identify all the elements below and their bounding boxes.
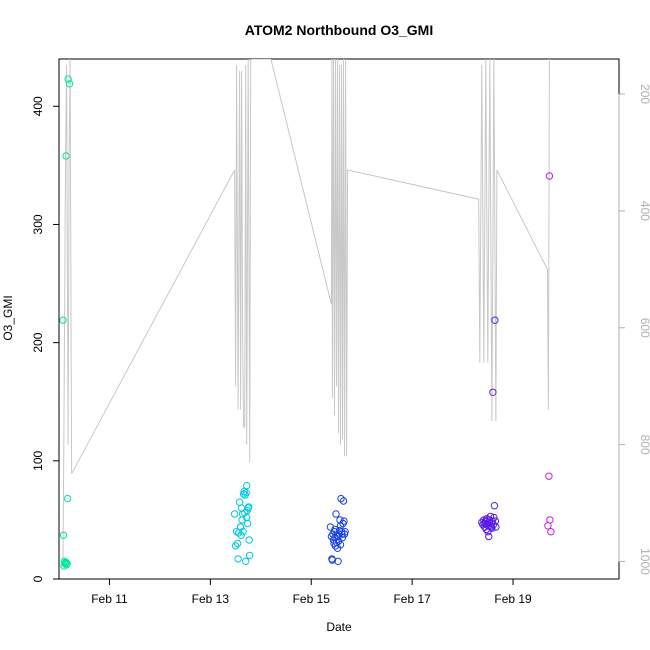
y-tick-label: 400 [31,96,45,116]
data-point-s1-19 [243,481,251,490]
data-point-s2-10 [332,510,340,518]
data-point-s4-4 [547,528,555,536]
data-point-s3-27 [484,516,492,524]
data-point-s3-25 [492,523,500,531]
data-point-s2-29 [331,525,339,534]
data-point-s3-23 [491,316,499,324]
data-point-s4-1 [545,472,553,480]
y-tick-label: 100 [31,450,45,470]
right-tick-label: 1000 [638,548,650,575]
left-axis: 0 100 200 300 400 [31,96,60,582]
data-point-s2-26 [340,517,348,525]
data-point-s0-0 [59,316,67,324]
y-tick-label: 300 [31,214,45,234]
data-point-s1-0 [230,510,239,518]
data-point-s1-17 [242,557,250,565]
data-point-s2-31 [336,522,345,530]
data-point-s2-30 [334,532,342,541]
right-tick-label: 200 [638,84,650,104]
data-point-s2-0 [326,523,335,531]
x-tick-label: Feb 15 [293,592,331,606]
data-point-s2-25 [339,497,348,505]
data-point-s4-3 [546,516,554,524]
data-point-s1-23 [245,503,253,511]
data-point-s1-1 [231,542,240,550]
data-point-s1-21 [244,519,252,528]
data-point-s1-25 [246,551,254,560]
data-point-s0-12 [65,80,74,88]
data-point-s0-11 [64,75,72,83]
data-point-s0-8 [63,559,71,568]
data-point-s2-19 [336,541,345,549]
data-point-s0-1 [59,531,68,539]
data-point-s1-26 [236,523,245,531]
data-point-s1-24 [245,536,253,544]
y-axis-label: O3_GMI [1,295,15,340]
data-point-s1-15 [241,509,249,517]
data-point-s1-4 [234,555,242,563]
bottom-axis: Feb 11 Feb 13 Feb 15 Feb 17 Feb 19 [91,578,532,606]
x-tick-label: Feb 13 [192,592,230,606]
data-point-s2-3 [328,556,337,564]
x-tick-label: Feb 11 [91,592,128,606]
secondary-series-line [62,59,550,562]
x-tick-label: Feb 17 [393,592,431,606]
data-point-s3-22 [490,502,499,510]
data-point-s0-10 [63,494,72,503]
chart-title: ATOM2 Northbound O3_GMI [245,22,433,38]
data-point-s3-19 [489,388,497,396]
right-tick-label: 400 [638,201,650,221]
x-tick-label: Feb 19 [494,592,532,606]
right-tick-label: 600 [638,318,650,338]
y-tick-label: 200 [31,332,45,352]
data-point-s3-11 [485,532,493,541]
points-layer [59,75,555,570]
data-point-s1-8 [237,531,245,539]
data-point-s2-14 [334,557,342,565]
data-point-s2-28 [341,528,349,536]
data-point-s1-27 [243,513,251,522]
data-point-s0-9 [62,152,70,160]
data-point-s4-2 [545,172,554,180]
data-point-s3-21 [490,513,498,522]
secondary-line-layer [62,59,550,562]
data-point-s1-3 [233,539,242,548]
right-tick-label: 800 [638,435,650,455]
y-tick-label: 0 [31,575,45,582]
data-point-s1-18 [242,489,250,497]
x-axis-label: Date [326,620,352,634]
data-point-s3-28 [487,523,496,531]
data-point-s2-20 [337,494,345,503]
right-axis: 200 400 600 800 1000 [618,84,650,575]
